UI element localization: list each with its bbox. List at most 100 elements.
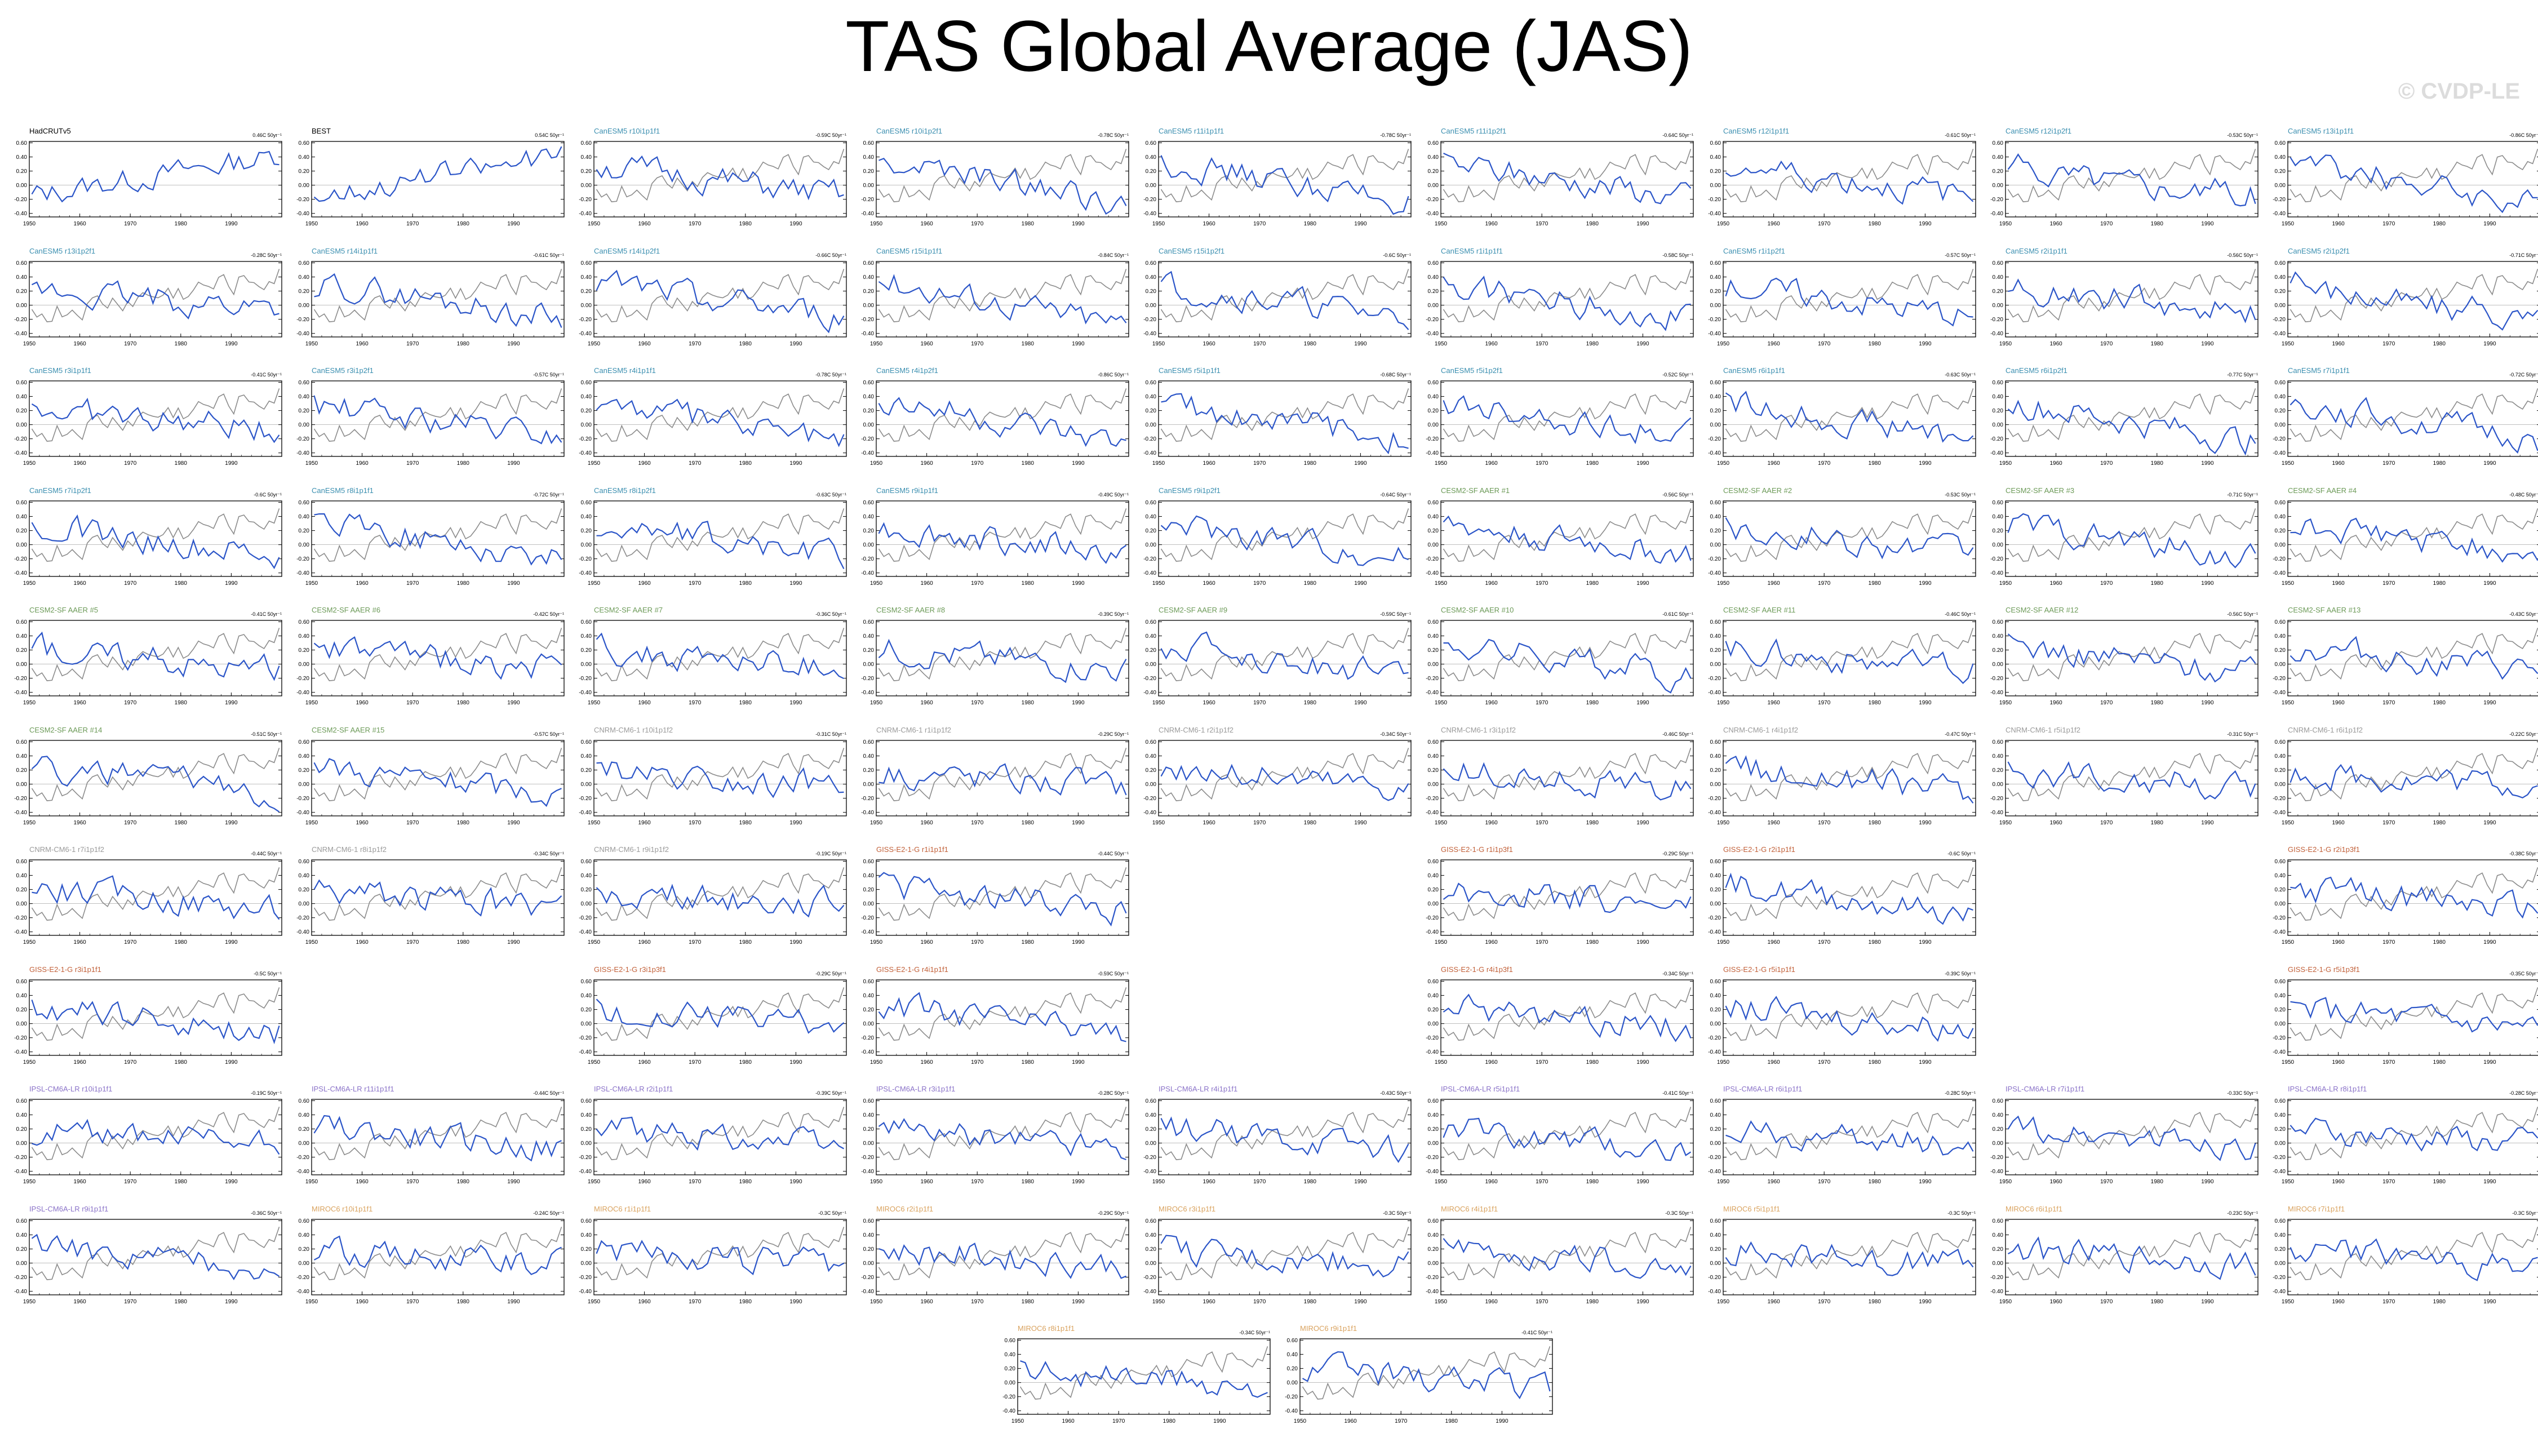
y-tick-label: 0.60 xyxy=(1993,739,2004,745)
obs-reference-line xyxy=(596,628,845,681)
series-line xyxy=(2289,636,2538,680)
y-tick-label: 0.00 xyxy=(2275,662,2286,668)
y-tick-label: 0.60 xyxy=(581,140,592,147)
x-tick-label: 1960 xyxy=(920,939,933,945)
plot-frame xyxy=(2005,260,2259,338)
plot-frame xyxy=(29,739,282,816)
y-tick-label: 0.20 xyxy=(299,647,310,654)
x-tick-label: 1960 xyxy=(73,1299,86,1305)
y-tick-label: -0.20 xyxy=(2273,676,2286,682)
x-tick-label: 1950 xyxy=(1999,460,2012,467)
y-tick-label: 0.40 xyxy=(863,633,875,640)
y-tick-label: 0.20 xyxy=(1710,887,1721,893)
panel-name: CanESM5 r8i1p1f1 xyxy=(312,486,374,495)
y-tick-label: 0.00 xyxy=(1146,183,1157,189)
y-tick-label: -0.20 xyxy=(14,1035,27,1041)
y-tick-label: 0.00 xyxy=(2275,303,2286,309)
y-tick-label: -0.20 xyxy=(1426,1155,1439,1161)
x-tick-label: 1980 xyxy=(2151,341,2164,347)
obs-reference-line xyxy=(313,268,562,322)
panel-svg: CESM2-SF AAER #4 -0.48C 50yr⁻¹ -0.40 -0.20 0… xyxy=(2273,486,2538,587)
y-tick-label: 0.20 xyxy=(1428,408,1439,414)
x-tick-label: 1990 xyxy=(789,820,802,826)
x-tick-label: 1950 xyxy=(1152,341,1165,347)
plot-frame xyxy=(876,739,1129,816)
y-tick-label: -0.20 xyxy=(1143,556,1156,562)
x-tick-label: 1980 xyxy=(739,700,752,706)
x-tick-label: 1990 xyxy=(1919,1179,1932,1185)
y-tick-label: 0.60 xyxy=(299,619,310,625)
y-tick-label: 0.60 xyxy=(2275,619,2286,625)
obs-reference-line xyxy=(1725,987,1974,1041)
x-tick-label: 1990 xyxy=(1636,700,1649,706)
y-tick-label: 0.00 xyxy=(1428,782,1439,788)
x-tick-label: 1980 xyxy=(1586,1059,1599,1066)
obs-reference-line xyxy=(878,268,1127,322)
x-tick-label: 1990 xyxy=(1354,1299,1367,1305)
y-tick-label: -0.20 xyxy=(1990,197,2003,203)
y-tick-label: 0.60 xyxy=(2275,1098,2286,1104)
y-tick-label: 0.00 xyxy=(1710,782,1721,788)
y-tick-label: -0.20 xyxy=(14,915,27,921)
x-tick-label: 1970 xyxy=(689,221,702,227)
panel-cesm2-sf-aaer-8: CESM2-SF AAER #8 -0.39C 50yr⁻¹ -0.40 -0.20 0… xyxy=(856,600,1132,716)
x-tick-label: 1990 xyxy=(507,341,520,347)
y-tick-label: -0.20 xyxy=(861,1155,874,1161)
panel-svg: CNRM-CM6-1 r2i1p1f2 -0.34C 50yr⁻¹ -0.40 -0.… xyxy=(1143,726,1412,826)
y-tick-label: -0.20 xyxy=(296,796,309,802)
y-tick-label: 0.40 xyxy=(299,154,310,161)
panel-svg: CESM2-SF AAER #3 -0.71C 50yr⁻¹ -0.40 -0.20 0… xyxy=(1990,486,2259,587)
series-line xyxy=(878,522,1127,564)
y-tick-label: -0.40 xyxy=(1143,331,1156,337)
y-tick-label: 0.60 xyxy=(1993,140,2004,147)
y-tick-label: 0.40 xyxy=(1146,1232,1157,1239)
y-tick-label: -0.20 xyxy=(1990,1155,2003,1161)
y-tick-label: 0.60 xyxy=(1710,260,1721,267)
y-tick-label: 0.20 xyxy=(299,288,310,295)
panel-cesm2-sf-aaer-12: CESM2-SF AAER #12 -0.56C 50yr⁻¹ -0.40 -0.20… xyxy=(1985,600,2261,716)
x-tick-label: 1950 xyxy=(1152,820,1165,826)
trend-label: -0.61C 50yr⁻¹ xyxy=(533,252,564,258)
x-tick-label: 1960 xyxy=(1485,700,1498,706)
y-tick-label: -0.40 xyxy=(2273,1049,2286,1055)
series-line xyxy=(2289,397,2538,454)
x-tick-label: 1970 xyxy=(1818,939,1831,945)
y-tick-label: -0.20 xyxy=(1990,317,2003,323)
y-tick-label: 0.60 xyxy=(581,619,592,625)
x-tick-label: 1990 xyxy=(1919,221,1932,227)
panel-name: GISS-E2-1-G r2i1p3f1 xyxy=(2288,845,2360,854)
panel-name: CESM2-SF AAER #8 xyxy=(876,606,945,614)
plot-frame xyxy=(1440,141,1694,217)
x-tick-label: 1980 xyxy=(1869,341,1882,347)
y-tick-label: 0.40 xyxy=(2275,274,2286,281)
trend-label: -0.24C 50yr⁻¹ xyxy=(533,1210,564,1216)
obs-reference-line xyxy=(2289,1107,2538,1160)
x-tick-label: 1990 xyxy=(1354,460,1367,467)
y-tick-label: 0.20 xyxy=(1428,767,1439,774)
x-tick-label: 1980 xyxy=(1304,820,1317,826)
panel-giss-e2-1-g-r1i1p1f1: GISS-E2-1-G r1i1p1f1 -0.44C 50yr⁻¹ -0.40 -0… xyxy=(856,840,1132,955)
series-line xyxy=(31,999,280,1044)
x-tick-label: 1990 xyxy=(507,820,520,826)
panel-svg: CNRM-CM6-1 r6i1p1f2 -0.22C 50yr⁻¹ -0.40 -0.… xyxy=(2273,726,2538,826)
plot-frame xyxy=(593,141,847,217)
y-tick-label: -0.20 xyxy=(1426,915,1439,921)
x-tick-label: 1990 xyxy=(1072,1059,1085,1066)
x-tick-label: 1960 xyxy=(1767,580,1780,587)
x-tick-label: 1980 xyxy=(2433,700,2446,706)
x-tick-label: 1980 xyxy=(2151,700,2164,706)
panel-svg: IPSL-CM6A-LR r5i1p1f1 -0.41C 50yr⁻¹ -0.40 -… xyxy=(1426,1085,1694,1185)
x-tick-label: 1950 xyxy=(1435,1179,1448,1185)
panel-svg: GISS-E2-1-G r5i1p1f1 -0.39C 50yr⁻¹ -0.40 -0… xyxy=(1708,965,1976,1066)
y-tick-label: -0.40 xyxy=(579,690,592,696)
trend-label: -0.31C 50yr⁻¹ xyxy=(815,731,846,737)
y-tick-label: -0.20 xyxy=(1426,796,1439,802)
panel-svg: CanESM5 r4i1p2f1 -0.86C 50yr⁻¹ -0.40 -0.20 0… xyxy=(861,366,1129,467)
y-tick-label: -0.40 xyxy=(1990,450,2003,456)
series-line xyxy=(596,520,845,569)
y-tick-label: 0.40 xyxy=(1710,274,1721,281)
panel-giss-e2-1-g-r2i1p3f1: GISS-E2-1-G r2i1p3f1 -0.38C 50yr⁻¹ -0.40 -0… xyxy=(2268,840,2538,955)
x-tick-label: 1970 xyxy=(2382,580,2395,587)
x-tick-label: 1960 xyxy=(1203,341,1215,347)
x-tick-label: 1990 xyxy=(1636,460,1649,467)
